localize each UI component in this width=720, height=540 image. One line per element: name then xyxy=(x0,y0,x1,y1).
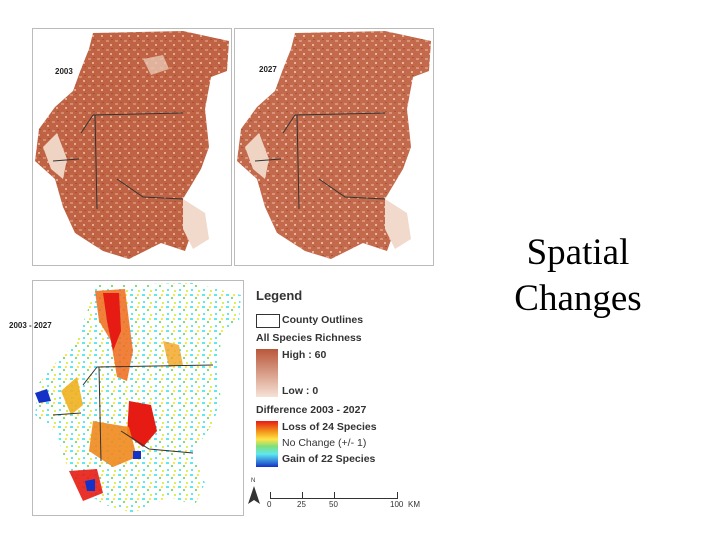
slide-title: Spatial Changes xyxy=(478,230,678,322)
map-2027-image xyxy=(237,31,431,259)
scale-tick-100: 100 xyxy=(390,500,404,509)
legend-gain-label: Gain of 22 Species xyxy=(282,453,376,465)
map-difference-panel: 2003 - 2027 xyxy=(9,280,244,516)
north-arrow-icon xyxy=(248,486,260,504)
north-label: N xyxy=(251,478,256,484)
scale-tick-25: 25 xyxy=(297,500,306,509)
map-2027-panel: 2027 xyxy=(234,28,434,266)
map-2027-label: 2027 xyxy=(259,65,277,74)
scale-tick-0: 0 xyxy=(267,500,272,509)
county-outline-swatch xyxy=(256,314,280,328)
map-difference-label: 2003 - 2027 xyxy=(9,321,52,330)
map-2003-label: 2003 xyxy=(55,67,73,76)
legend: Legend County Outlines All Species Richn… xyxy=(248,282,438,517)
scale-unit: KM xyxy=(408,500,420,509)
scale-bar xyxy=(270,492,398,499)
legend-high-label: High : 60 xyxy=(282,349,327,361)
slide-title-line2: Changes xyxy=(514,278,642,319)
legend-richness-heading: All Species Richness xyxy=(256,332,362,344)
legend-county-label: County Outlines xyxy=(282,314,364,326)
map-2003-image xyxy=(35,31,229,259)
legend-nochange-label: No Change (+/- 1) xyxy=(282,437,367,449)
legend-title: Legend xyxy=(256,288,303,303)
legend-difference-heading: Difference 2003 - 2027 xyxy=(256,404,367,416)
scale-tick-50: 50 xyxy=(329,500,338,509)
richness-gradient-swatch xyxy=(256,349,278,397)
map-2003-panel: 2003 xyxy=(32,28,232,266)
legend-low-label: Low : 0 xyxy=(282,385,319,397)
difference-gradient-swatch xyxy=(256,421,278,467)
slide-title-line1: Spatial xyxy=(526,232,630,273)
legend-loss-label: Loss of 24 Species xyxy=(282,421,377,433)
map-difference-image xyxy=(35,283,241,513)
